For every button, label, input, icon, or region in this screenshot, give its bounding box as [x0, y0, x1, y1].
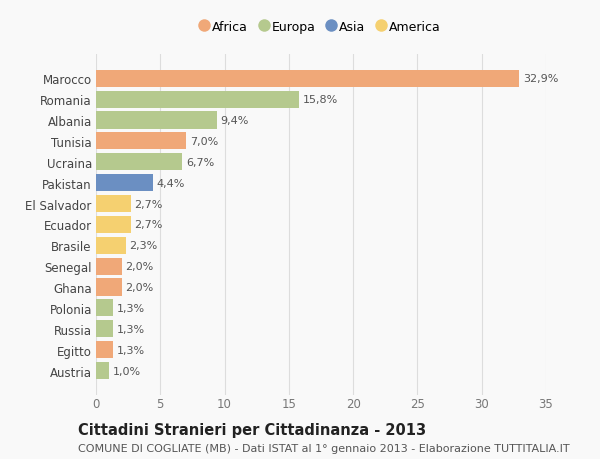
Text: 1,3%: 1,3% [116, 303, 145, 313]
Legend: Africa, Europa, Asia, America: Africa, Europa, Asia, America [201, 21, 441, 34]
Text: 4,4%: 4,4% [157, 178, 185, 188]
Text: 9,4%: 9,4% [221, 116, 249, 126]
Bar [96, 91, 299, 108]
Text: 15,8%: 15,8% [303, 95, 338, 105]
Text: 2,7%: 2,7% [134, 220, 163, 230]
Text: 1,0%: 1,0% [113, 366, 141, 376]
Text: 7,0%: 7,0% [190, 137, 218, 146]
Text: 1,3%: 1,3% [116, 324, 145, 334]
Text: 1,3%: 1,3% [116, 345, 145, 355]
Bar [96, 320, 113, 338]
Bar [96, 216, 131, 234]
Bar [96, 71, 519, 88]
Bar [96, 175, 152, 192]
Text: Cittadini Stranieri per Cittadinanza - 2013: Cittadini Stranieri per Cittadinanza - 2… [78, 422, 426, 437]
Text: 32,9%: 32,9% [523, 74, 558, 84]
Bar [96, 258, 122, 275]
Bar [96, 341, 113, 358]
Text: 2,3%: 2,3% [130, 241, 158, 251]
Text: 2,7%: 2,7% [134, 199, 163, 209]
Text: 6,7%: 6,7% [186, 157, 214, 168]
Text: COMUNE DI COGLIATE (MB) - Dati ISTAT al 1° gennaio 2013 - Elaborazione TUTTITALI: COMUNE DI COGLIATE (MB) - Dati ISTAT al … [78, 443, 569, 453]
Bar [96, 133, 186, 150]
Text: 2,0%: 2,0% [125, 282, 154, 292]
Bar [96, 154, 182, 171]
Bar [96, 362, 109, 379]
Bar [96, 196, 131, 213]
Bar [96, 237, 125, 254]
Text: 2,0%: 2,0% [125, 262, 154, 272]
Bar [96, 300, 113, 317]
Bar [96, 279, 122, 296]
Bar [96, 112, 217, 129]
